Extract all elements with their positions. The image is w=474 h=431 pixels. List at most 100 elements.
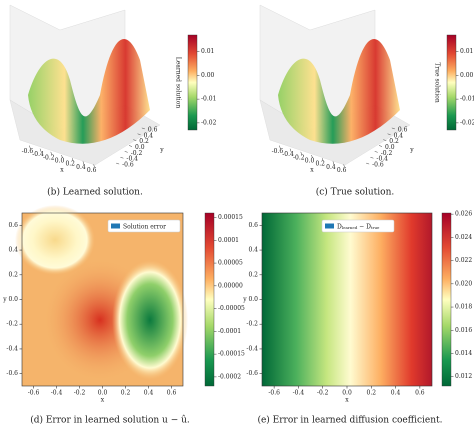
y-tick [387,133,391,136]
y-tick-label: -0.2 [6,321,18,328]
x-tick-label: 0.2 [315,161,325,168]
x-tick [343,164,345,168]
y-tick-label: 0.4 [248,247,258,254]
colorbar-tick-label: -0.01 [201,96,216,103]
y-tick [124,151,128,153]
y-tick [133,139,137,141]
y-tick-label: -0.2 [381,150,393,157]
x-tick-label: -0.4 [51,390,63,397]
y-tick-label: 0.0 [248,296,258,303]
y-tick-label: 0.6 [248,222,258,229]
x-axis-label: x [101,397,105,404]
x-tick-label: -0.6 [28,390,40,397]
y-axis-label: y [242,296,247,303]
y-tick-label: 0.4 [8,247,18,254]
colorbar-tick-label: -0.01 [460,96,474,103]
colorbar-tick-label: -0.00005 [218,305,245,312]
y-tick-label: -0.4 [6,345,18,352]
x-tick-label: -0.2 [293,154,305,161]
y-tick [374,151,378,153]
colorbar-tick-label: 0.012 [455,373,472,380]
y-tick-label: -0.4 [126,156,138,163]
surface-plot [9,4,161,166]
y-tick-label: 0.4 [144,132,154,139]
x-tick [29,145,31,149]
x-tick-label: 0.4 [76,164,86,171]
legend-label: Solution error [123,223,166,230]
y-tick [370,156,374,159]
colorbar-label: True solution [434,62,441,103]
y-tick [128,145,133,147]
legend-swatch [111,223,120,229]
x-tick [289,148,292,152]
y-tick-label: -0.6 [6,370,18,377]
x-tick-label: -0.4 [293,390,305,397]
colorbar-tick-label: 0.018 [455,304,472,311]
caption: (b) Learned solution. [47,187,143,198]
legend-box [107,219,181,233]
legend-text: true [371,225,380,230]
x-axis-label: x [345,397,349,404]
legend-swatch [325,223,334,229]
x-tick-label: 0.6 [167,390,177,397]
colorbar-tick-label: 0.026 [455,211,472,218]
y-tick-label: 0.0 [8,296,18,303]
colorbar-tick-label: 0.01 [201,48,214,55]
colorbar-tick-label: 0.016 [455,327,472,334]
legend: Dlearned − Dtrue [321,219,395,233]
y-tick [141,127,145,130]
legend: Solution error [107,219,181,233]
y-tick-label: 0.4 [394,132,404,139]
x-tick [311,154,313,159]
colorbar-tick-label: -0.02 [460,119,474,126]
y-tick [383,139,387,141]
x-tick [300,151,303,155]
y-tick-label: 0.0 [385,144,395,151]
y-axis-label: y [409,147,414,154]
colorbar-tick-label: 0.00000 [218,282,243,289]
heatmap [15,205,188,386]
x-tick [332,161,335,165]
y-tick [116,162,120,165]
x-tick-label: -0.6 [22,148,34,155]
x-tick [61,154,63,159]
x-tick-label: 0.2 [367,390,377,397]
colorbar-tick-label: 0.020 [455,280,472,287]
colorbar [446,34,457,131]
x-tick-label: 0.6 [87,167,97,174]
colorbar-tick-label: -0.02 [201,119,217,126]
y-axis-label: y [2,296,7,303]
colorbar-tick-label: -0.0002 [218,373,241,380]
legend-text: − D [357,223,371,230]
y-tick-label: 0.2 [248,271,258,278]
y-tick-label: -0.2 [246,321,258,328]
x-tick-label: 0.2 [65,161,75,168]
x-tick-label: 0.0 [98,390,108,397]
y-tick-label: -0.2 [131,150,143,157]
colorbar-tick-label: 0.0001 [218,237,239,244]
y-tick [366,162,370,165]
colorbar [187,34,198,131]
colorbar-tick-label: 0.022 [455,257,472,264]
colorbar-label: Learned solution [175,57,182,109]
y-tick-label: 0.2 [139,138,149,145]
x-tick-label: 0.6 [337,167,347,174]
y-tick [137,133,141,136]
heatmap [262,213,432,386]
x-tick [71,158,74,162]
colorbar [204,212,215,387]
x-tick [82,161,85,165]
y-tick-label: 0.2 [389,138,399,145]
colorbar-tick-label: 0.01 [460,48,473,55]
x-tick-label: 0.0 [55,158,65,165]
y-tick-label: -0.4 [376,156,388,163]
x-tick [39,148,42,152]
y-tick-label: 0.2 [8,271,18,278]
x-tick-label: 0.2 [121,390,131,397]
caption: (e) Error in learned diffusion coefficie… [257,415,442,426]
colorbar-tick-label: 0.00 [201,72,215,79]
legend-text: D [337,223,342,230]
colorbar [441,212,452,387]
colorbar-tick-label: 0.00 [460,72,474,79]
